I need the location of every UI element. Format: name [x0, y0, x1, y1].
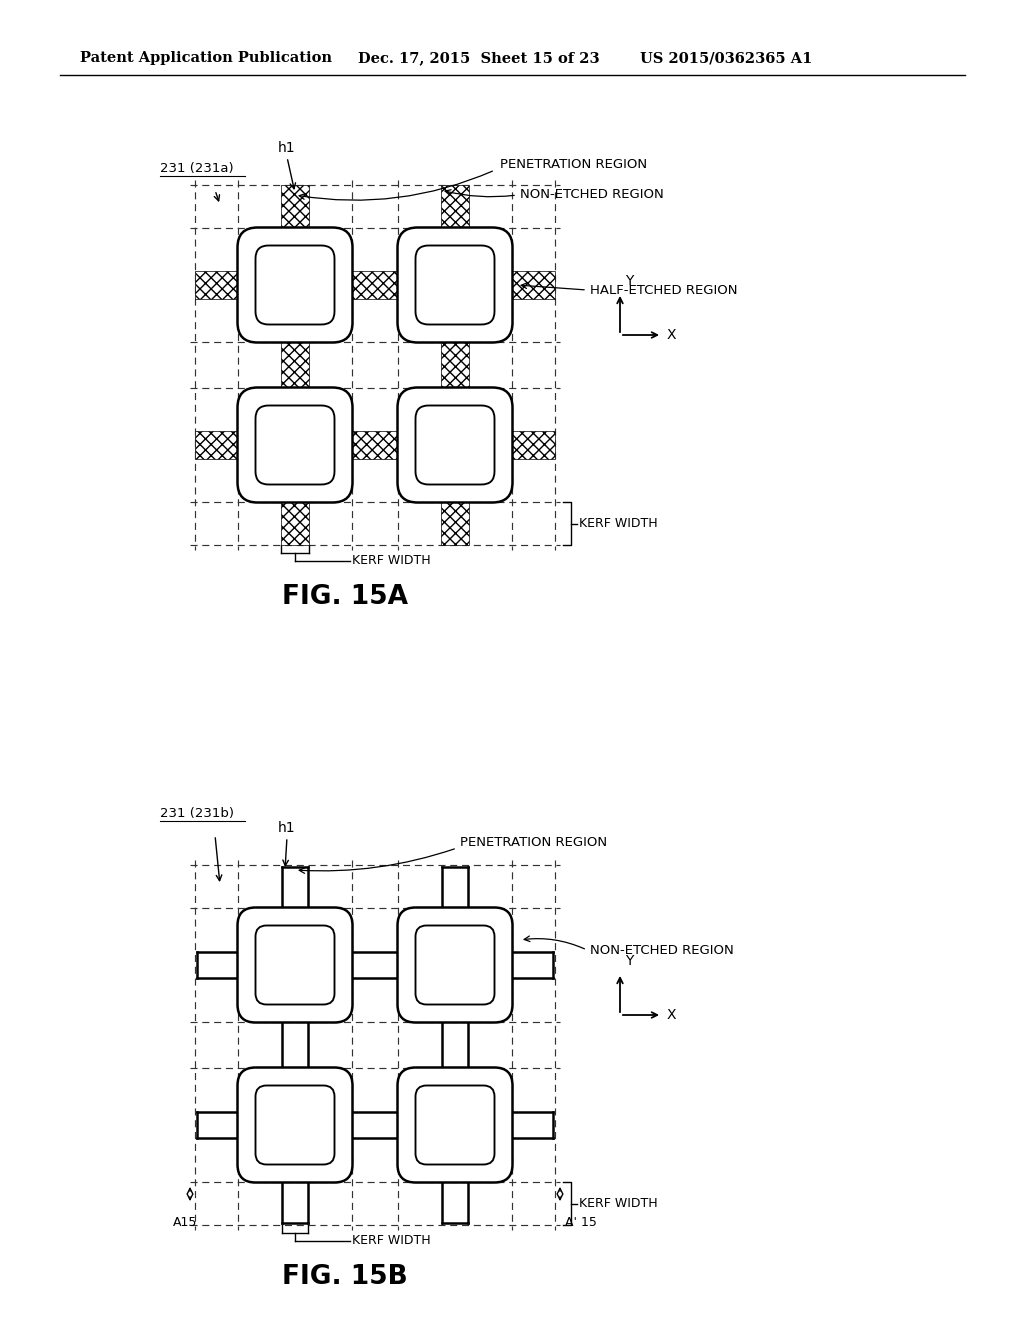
FancyBboxPatch shape — [238, 1068, 352, 1183]
FancyBboxPatch shape — [416, 246, 495, 325]
Bar — [352, 271, 398, 300]
FancyBboxPatch shape — [256, 246, 335, 325]
Text: PENETRATION REGION: PENETRATION REGION — [500, 158, 647, 172]
Bar — [352, 432, 398, 459]
Bar — [441, 185, 469, 228]
Text: 231 (231a): 231 (231a) — [160, 162, 233, 176]
FancyBboxPatch shape — [416, 405, 495, 484]
Text: US 2015/0362365 A1: US 2015/0362365 A1 — [640, 51, 812, 65]
FancyBboxPatch shape — [397, 1068, 512, 1183]
FancyBboxPatch shape — [397, 388, 512, 503]
FancyBboxPatch shape — [256, 1085, 335, 1164]
Text: KERF WIDTH: KERF WIDTH — [352, 554, 431, 568]
Text: h1: h1 — [279, 821, 296, 836]
Bar — [195, 432, 238, 459]
FancyBboxPatch shape — [238, 227, 352, 342]
Text: X: X — [667, 327, 677, 342]
FancyBboxPatch shape — [238, 388, 352, 503]
Text: A15: A15 — [173, 1216, 198, 1229]
FancyBboxPatch shape — [397, 908, 512, 1023]
Text: Y: Y — [625, 954, 634, 968]
Text: FIG. 15B: FIG. 15B — [283, 1265, 408, 1290]
Text: X: X — [667, 1008, 677, 1022]
Text: A' 15: A' 15 — [565, 1216, 597, 1229]
FancyBboxPatch shape — [397, 227, 512, 342]
Text: Y: Y — [625, 275, 634, 288]
FancyBboxPatch shape — [416, 1085, 495, 1164]
Text: KERF WIDTH: KERF WIDTH — [352, 1234, 431, 1247]
Text: Patent Application Publication: Patent Application Publication — [80, 51, 332, 65]
Bar — [281, 342, 309, 388]
Text: KERF WIDTH: KERF WIDTH — [579, 517, 657, 531]
FancyBboxPatch shape — [238, 908, 352, 1023]
Bar — [281, 185, 309, 228]
Bar — [195, 271, 238, 300]
Text: 231 (231b): 231 (231b) — [160, 807, 234, 820]
Text: FIG. 15A: FIG. 15A — [282, 583, 408, 610]
Bar — [512, 271, 555, 300]
Text: NON-ETCHED REGION: NON-ETCHED REGION — [590, 944, 734, 957]
Bar — [441, 502, 469, 545]
FancyBboxPatch shape — [416, 925, 495, 1005]
FancyBboxPatch shape — [256, 925, 335, 1005]
Bar — [281, 502, 309, 545]
FancyBboxPatch shape — [256, 405, 335, 484]
Text: Dec. 17, 2015  Sheet 15 of 23: Dec. 17, 2015 Sheet 15 of 23 — [358, 51, 600, 65]
Text: KERF WIDTH: KERF WIDTH — [579, 1197, 657, 1210]
Text: HALF-ETCHED REGION: HALF-ETCHED REGION — [590, 284, 737, 297]
Bar — [512, 432, 555, 459]
Text: h1: h1 — [279, 141, 296, 154]
Bar — [441, 342, 469, 388]
Text: PENETRATION REGION: PENETRATION REGION — [460, 837, 607, 850]
Text: NON-ETCHED REGION: NON-ETCHED REGION — [520, 189, 664, 202]
